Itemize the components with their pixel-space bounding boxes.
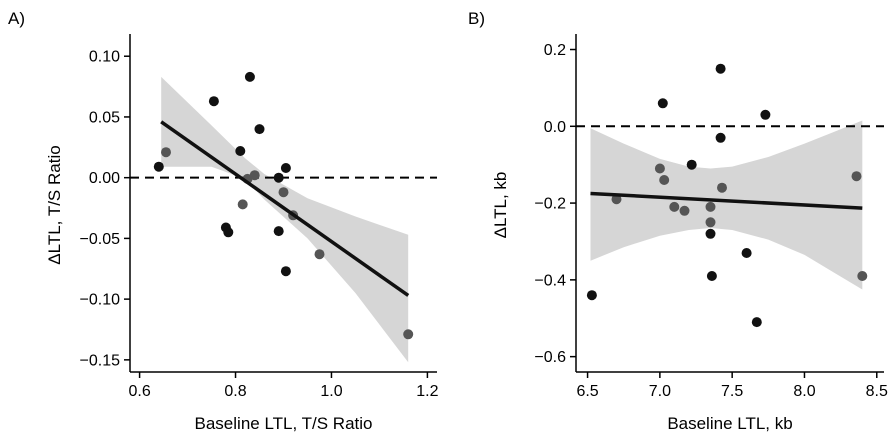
data-point xyxy=(705,217,716,228)
y-tick-label: 0.2 xyxy=(544,42,566,59)
x-tick-label: 7.0 xyxy=(649,383,671,400)
y-tick-label: −0.4 xyxy=(534,272,566,289)
data-point xyxy=(235,146,246,156)
data-point xyxy=(659,175,670,185)
x-tick-label: 0.8 xyxy=(224,383,246,400)
x-tick-label: 8.0 xyxy=(793,383,815,400)
data-point xyxy=(280,266,291,277)
data-point xyxy=(403,329,414,340)
confidence-band xyxy=(161,76,409,363)
y-axis-title: ΔLTL, kb xyxy=(491,172,510,239)
x-tick-label: 6.5 xyxy=(576,383,598,400)
data-point xyxy=(717,182,727,193)
panel-label: A) xyxy=(8,9,25,28)
x-tick-label: 1.2 xyxy=(416,383,438,400)
regression-line xyxy=(160,120,410,297)
data-point xyxy=(679,205,690,216)
y-tick-label: −0.2 xyxy=(534,196,566,213)
data-point xyxy=(705,201,716,212)
data-point xyxy=(741,248,752,258)
y-axis-title: ΔLTL, T/S Ratio xyxy=(45,145,64,264)
data-point xyxy=(237,199,248,210)
data-point xyxy=(654,163,665,174)
data-point xyxy=(715,132,726,143)
y-tick-label: 0.0 xyxy=(544,119,566,136)
data-point xyxy=(705,228,716,239)
y-tick-label: −0.10 xyxy=(80,292,121,309)
data-point xyxy=(161,147,171,158)
data-point xyxy=(244,71,255,82)
data-point xyxy=(686,159,697,170)
data-point xyxy=(153,161,164,172)
x-tick-label: 7.5 xyxy=(721,383,743,400)
x-tick-label: 8.5 xyxy=(866,383,888,400)
regression-line xyxy=(590,191,863,210)
x-tick-label: 1.0 xyxy=(320,383,342,400)
y-tick-label: −0.15 xyxy=(80,352,121,369)
data-point xyxy=(857,271,868,281)
x-tick-label: 0.6 xyxy=(128,383,150,400)
data-point xyxy=(249,170,260,181)
data-point xyxy=(715,63,726,74)
data-point xyxy=(280,163,291,173)
y-tick-label: −0.05 xyxy=(80,231,121,248)
data-point xyxy=(273,172,284,183)
y-tick-label: 0.00 xyxy=(89,170,120,187)
confidence-band xyxy=(590,120,863,290)
data-point xyxy=(706,271,717,281)
data-point xyxy=(254,124,265,135)
data-point xyxy=(760,109,771,120)
y-tick-label: 0.10 xyxy=(89,49,120,66)
y-tick-label: −0.6 xyxy=(534,349,566,366)
data-point xyxy=(208,96,219,107)
data-point xyxy=(851,171,862,182)
data-point xyxy=(669,201,680,212)
chart-panel-a: A) −0.15 −0.10 −0.05 0.00 0.05 0.10 0.6 0.8 1.0 1.… xyxy=(8,9,439,433)
x-axis-title: Baseline LTL, T/S Ratio xyxy=(195,414,373,433)
data-point xyxy=(586,290,597,301)
data-point xyxy=(273,226,284,237)
data-point xyxy=(751,317,762,328)
data-point xyxy=(657,98,668,109)
data-point xyxy=(223,227,234,238)
chart-panel-b: B) −0.6 −0.4 −0.2 0.0 0.2 6.5 7.0 7.5 8.0 8.5 Basel… xyxy=(468,9,888,433)
data-point xyxy=(314,249,325,260)
x-axis-title: Baseline LTL, kb xyxy=(667,414,792,433)
y-tick-label: 0.05 xyxy=(89,109,120,126)
data-point xyxy=(278,187,289,198)
panel-label: B) xyxy=(468,9,485,28)
